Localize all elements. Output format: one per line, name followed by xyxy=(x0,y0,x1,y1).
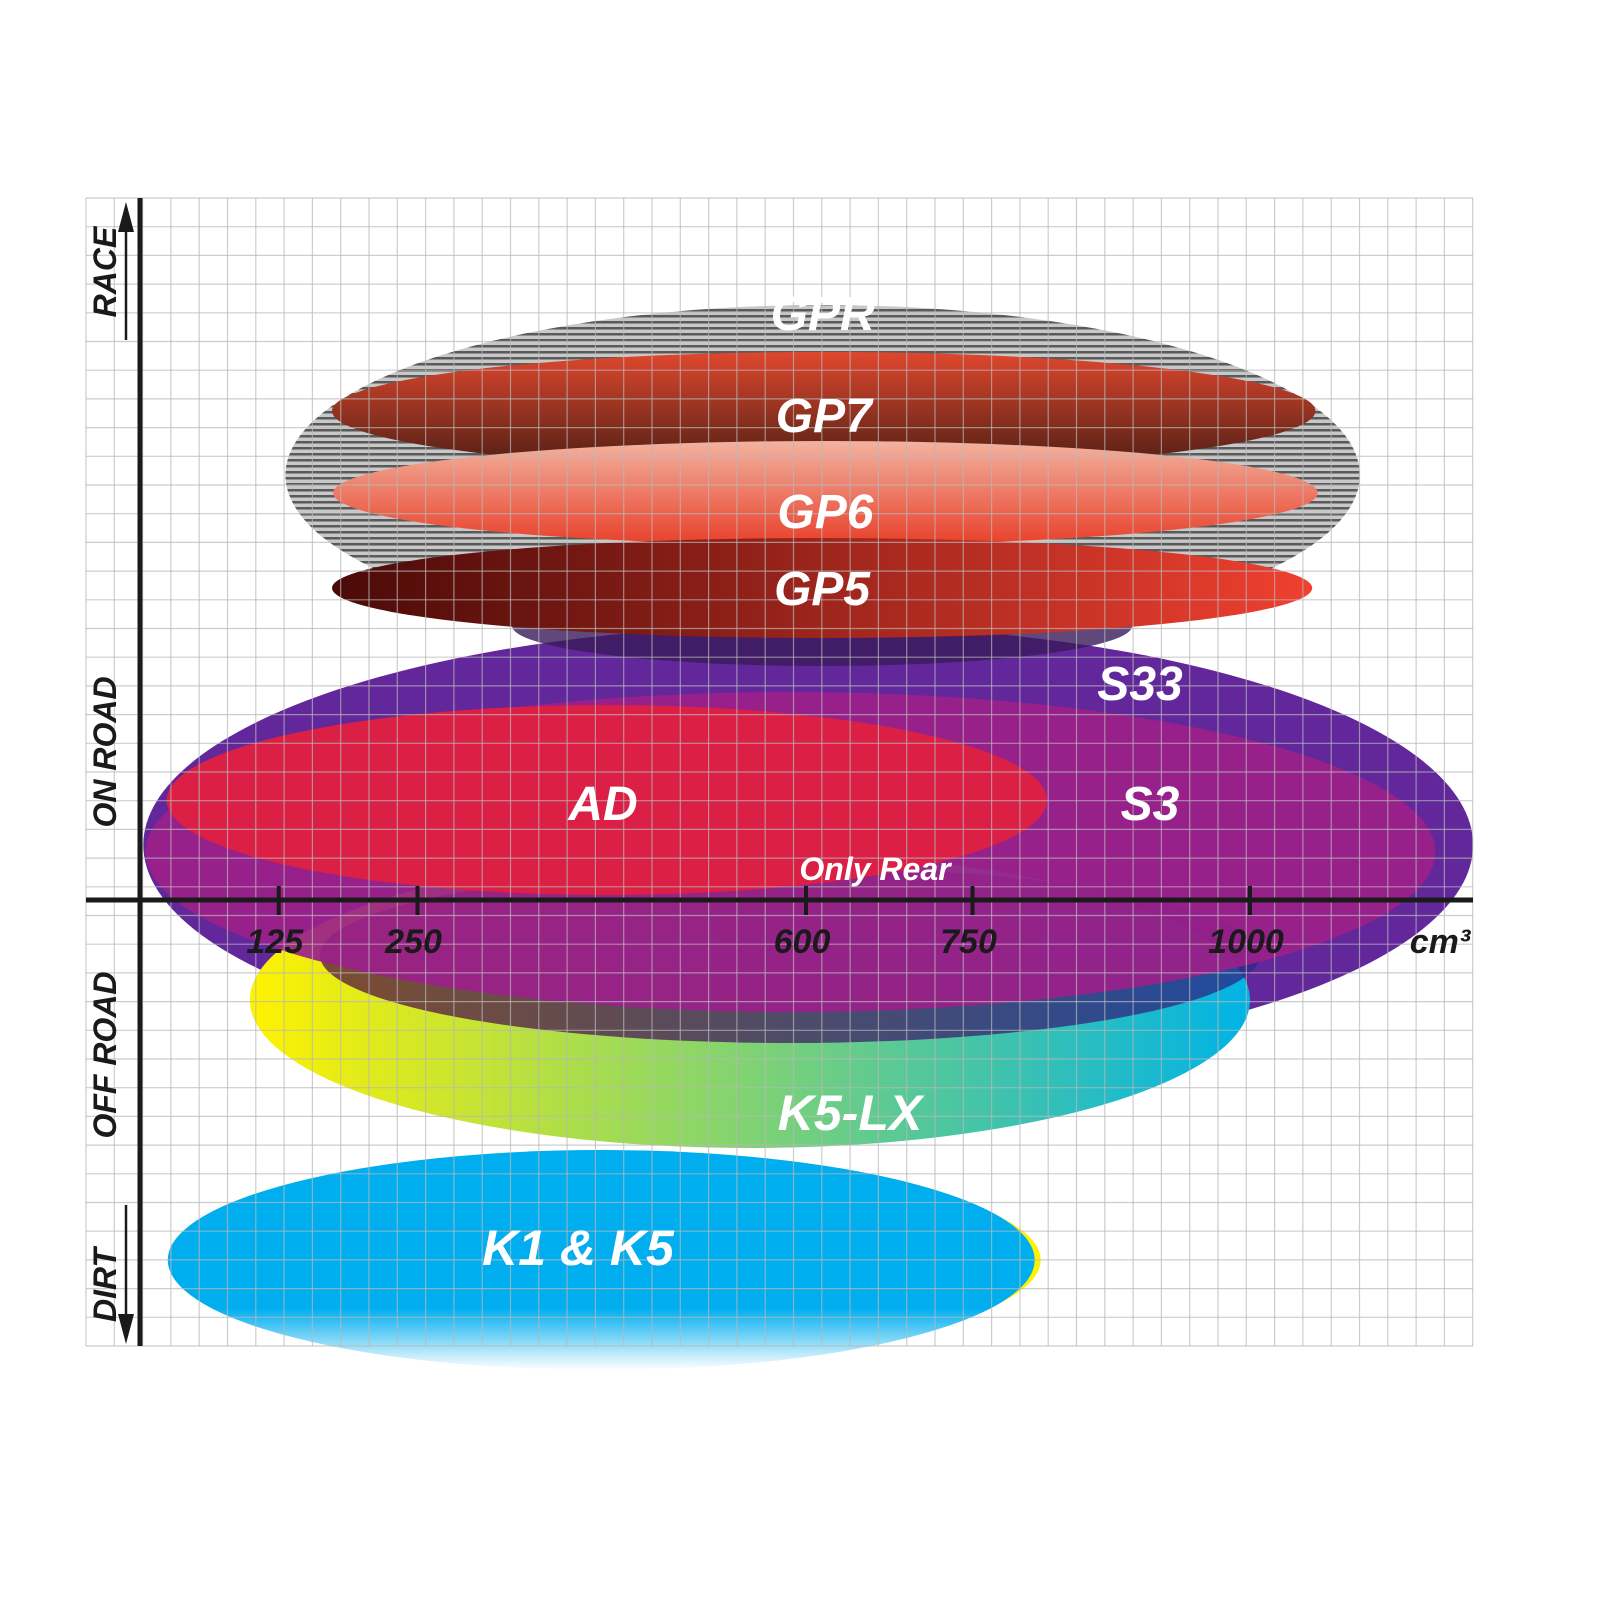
y-category-off-road: OFF ROAD xyxy=(87,971,123,1138)
label-gpr: GPR xyxy=(771,288,875,341)
arrow-up-icon xyxy=(118,202,134,232)
ellipse-ad xyxy=(166,705,1047,895)
label-k1-k5: K1 & K5 xyxy=(482,1220,675,1276)
annotation-only-rear: Only Rear xyxy=(799,851,952,887)
label-ad: AD xyxy=(567,778,637,831)
y-category-on-road: ON ROAD xyxy=(87,676,123,827)
label-s33: S33 xyxy=(1097,658,1183,711)
x-tick-label: 750 xyxy=(940,923,997,961)
ellipse-gp6 xyxy=(333,441,1318,545)
label-gp7: GP7 xyxy=(776,390,874,443)
label-gp5: GP5 xyxy=(774,563,871,616)
grid xyxy=(85,197,1474,1347)
label-gp6: GP6 xyxy=(777,486,873,539)
arrow-down-icon xyxy=(118,1314,134,1344)
y-category-dirt: DIRT xyxy=(87,1246,123,1323)
x-tick-label: 125 xyxy=(246,923,304,961)
x-tick-label: 250 xyxy=(384,923,442,961)
x-axis-label: cm³ xyxy=(1410,923,1472,961)
x-tick-label: 600 xyxy=(774,923,831,961)
label-k5-lx: K5-LX xyxy=(778,1085,925,1141)
y-category-race: RACE xyxy=(87,225,123,317)
ellipse-gp7 xyxy=(332,352,1316,470)
x-tick-label: 1000 xyxy=(1208,923,1284,961)
label-s3: S3 xyxy=(1121,778,1180,831)
